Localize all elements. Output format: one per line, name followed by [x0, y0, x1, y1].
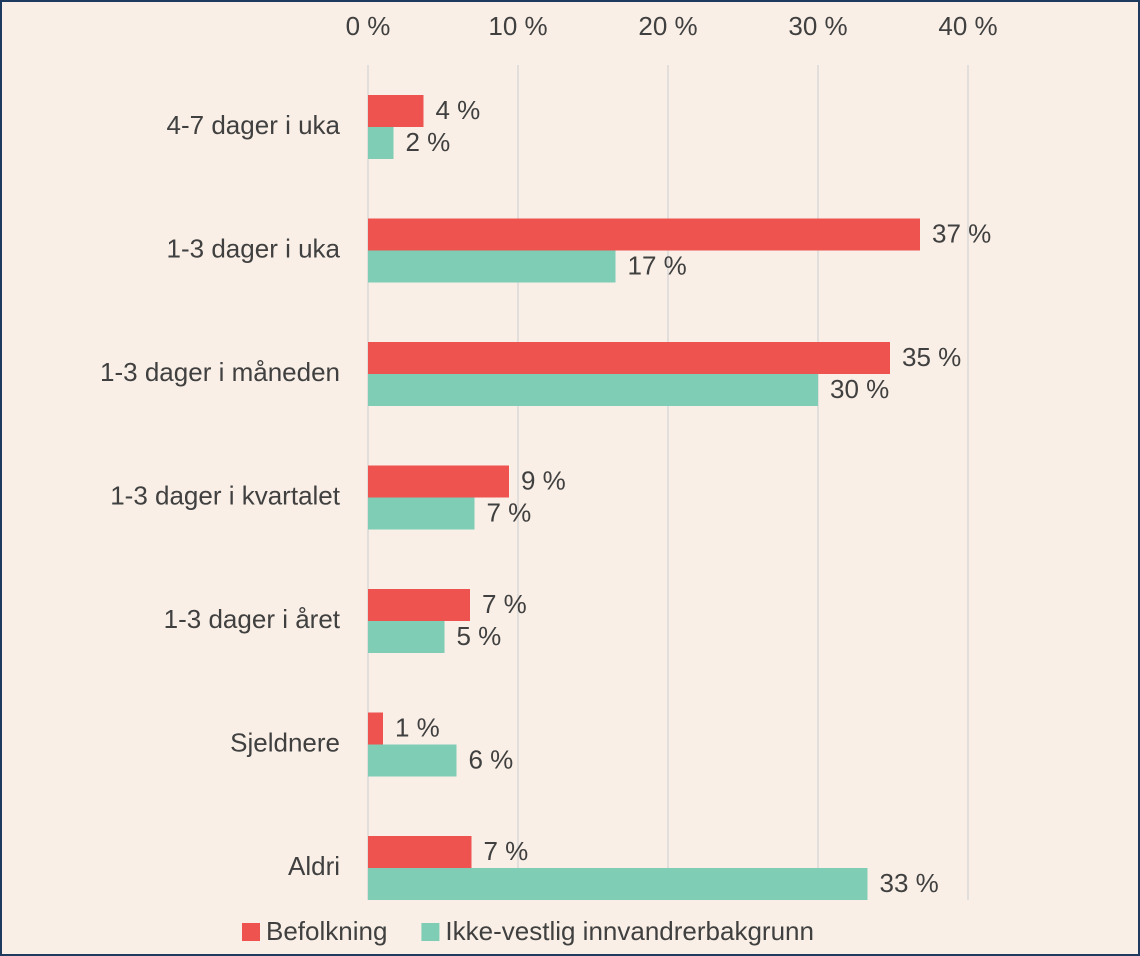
data-label: 2 % — [406, 127, 451, 157]
x-tick-label: 30 % — [788, 11, 847, 41]
bar — [368, 342, 890, 374]
bar — [368, 589, 470, 621]
data-label: 30 % — [830, 374, 889, 404]
data-label: 4 % — [436, 95, 481, 125]
x-tick-label: 0 % — [346, 11, 391, 41]
data-label: 37 % — [932, 218, 991, 248]
y-tick-label: 1-3 dager i året — [164, 604, 341, 634]
data-label: 7 % — [484, 836, 529, 866]
data-label: 35 % — [902, 342, 961, 372]
legend-label: Befolkning — [266, 916, 387, 946]
bar — [368, 218, 920, 251]
data-label: 9 % — [521, 465, 566, 495]
y-tick-label: 1-3 dager i kvartalet — [110, 480, 341, 510]
y-tick-label: 1-3 dager i uka — [167, 233, 341, 263]
bar — [368, 95, 424, 127]
bar — [368, 374, 818, 406]
y-tick-label: 4-7 dager i uka — [167, 110, 341, 140]
bar — [368, 744, 457, 777]
bar — [368, 497, 475, 530]
data-label: 1 % — [395, 712, 440, 742]
bar — [368, 868, 868, 900]
bar — [368, 250, 616, 283]
x-tick-label: 40 % — [938, 11, 997, 41]
legend-label: Ikke-vestlig innvandrerbakgrunn — [445, 916, 814, 946]
y-tick-label: 1-3 dager i måneden — [100, 357, 340, 387]
data-label: 5 % — [457, 621, 502, 651]
legend-swatch — [421, 923, 440, 941]
data-label: 17 % — [628, 250, 687, 280]
data-label: 7 % — [482, 589, 527, 619]
y-tick-label: Aldri — [288, 851, 340, 881]
bar — [368, 465, 509, 498]
x-tick-label: 20 % — [638, 11, 697, 41]
bar — [368, 621, 445, 653]
data-label: 7 % — [487, 497, 532, 527]
bar — [368, 127, 394, 159]
x-tick-label: 10 % — [488, 11, 547, 41]
legend-swatch — [242, 923, 260, 941]
data-label: 6 % — [469, 744, 514, 774]
bar — [368, 712, 383, 745]
y-tick-label: Sjeldnere — [230, 727, 340, 757]
data-label: 33 % — [880, 868, 939, 898]
bar — [368, 836, 472, 868]
